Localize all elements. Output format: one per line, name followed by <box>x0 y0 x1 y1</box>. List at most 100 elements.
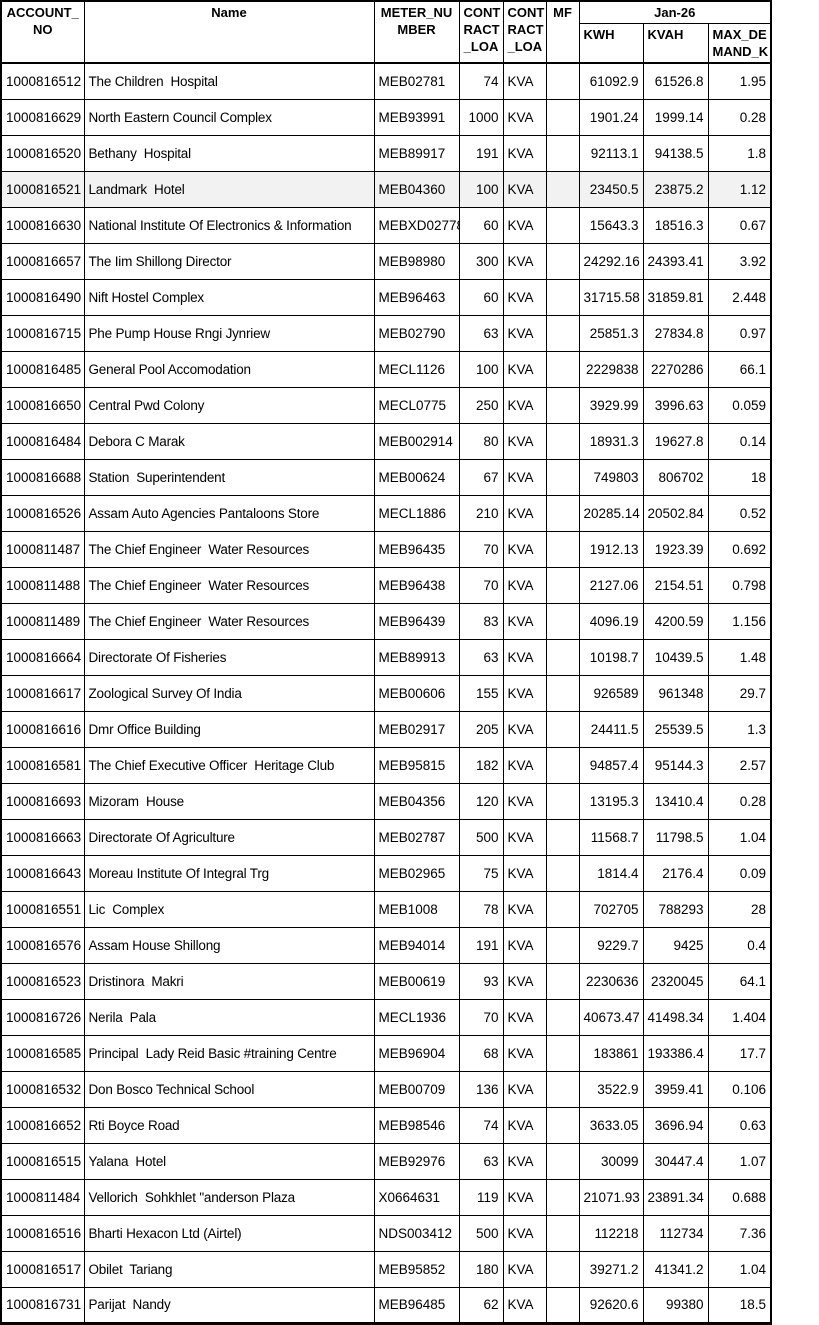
cell-contract-load-unit: KVA <box>502 710 547 748</box>
table-row: 1000816663 Directorate Of Agriculture ME… <box>0 818 772 856</box>
cell-contract-load: 74 <box>458 1106 504 1144</box>
table-row: 1000811489 The Chief Engineer Water Reso… <box>0 602 772 640</box>
cell-contract-load-unit: KVA <box>502 1142 547 1180</box>
cell-account-no: 1000816652 <box>0 1106 85 1144</box>
cell-max-demand: 2.57 <box>707 746 772 784</box>
cell-contract-load: 60 <box>458 206 504 244</box>
cell-name: The Children Hospital <box>83 62 375 100</box>
cell-name: Bharti Hexacon Ltd (Airtel) <box>83 1214 375 1252</box>
cell-mf <box>545 710 580 748</box>
cell-contract-load: 68 <box>458 1034 504 1072</box>
col-header-contract-load-2: CONT RACT _LOA <box>502 0 547 64</box>
cell-max-demand: 0.688 <box>707 1178 772 1216</box>
cell-contract-load: 1000 <box>458 98 504 136</box>
cell-max-demand: 0.52 <box>707 494 772 532</box>
cell-max-demand: 1.95 <box>707 62 772 100</box>
cell-name: Station Superintendent <box>83 458 375 496</box>
cell-kwh: 20285.14 <box>578 494 644 532</box>
table-row: 1000816490 Nift Hostel Complex MEB96463 … <box>0 278 772 316</box>
cell-name: Landmark Hotel <box>83 170 375 208</box>
cell-account-no: 1000816731 <box>0 1286 85 1324</box>
cell-max-demand: 0.63 <box>707 1106 772 1144</box>
cell-kwh: 1814.4 <box>578 854 644 892</box>
table-row: 1000816617 Zoological Survey Of India ME… <box>0 674 772 712</box>
table-row: 1000811487 The Chief Engineer Water Reso… <box>0 530 772 568</box>
cell-account-no: 1000816551 <box>0 890 85 928</box>
cell-meter-number: MEB96485 <box>373 1286 460 1324</box>
cell-mf <box>545 494 580 532</box>
cell-meter-number: MEB96435 <box>373 530 460 568</box>
cell-kvah: 94138.5 <box>642 134 709 172</box>
cell-contract-load-unit: KVA <box>502 314 547 352</box>
cell-kwh: 30099 <box>578 1142 644 1180</box>
cell-contract-load-unit: KVA <box>502 998 547 1036</box>
cell-name: North Eastern Council Complex <box>83 98 375 136</box>
cell-kvah: 4200.59 <box>642 602 709 640</box>
cell-contract-load: 100 <box>458 170 504 208</box>
cell-kwh: 2127.06 <box>578 566 644 604</box>
cell-kvah: 3959.41 <box>642 1070 709 1108</box>
cell-kwh: 13195.3 <box>578 782 644 820</box>
cell-meter-number: MEB89917 <box>373 134 460 172</box>
cell-account-no: 1000816616 <box>0 710 85 748</box>
cell-meter-number: MEB96463 <box>373 278 460 316</box>
table-row: 1000816657 The Iim Shillong Director MEB… <box>0 242 772 280</box>
cell-kwh: 3522.9 <box>578 1070 644 1108</box>
cell-meter-number: MEB02917 <box>373 710 460 748</box>
cell-kwh: 25851.3 <box>578 314 644 352</box>
cell-mf <box>545 206 580 244</box>
cell-contract-load-unit: KVA <box>502 530 547 568</box>
cell-max-demand: 29.7 <box>707 674 772 712</box>
cell-account-no: 1000816657 <box>0 242 85 280</box>
cell-mf <box>545 854 580 892</box>
cell-mf <box>545 746 580 784</box>
cell-account-no: 1000816663 <box>0 818 85 856</box>
col-header-contract-load-1: CONT RACT _LOA <box>458 0 504 64</box>
cell-contract-load-unit: KVA <box>502 782 547 820</box>
cell-kwh: 3929.99 <box>578 386 644 424</box>
cell-contract-load: 80 <box>458 422 504 460</box>
cell-max-demand: 0.798 <box>707 566 772 604</box>
cell-kwh: 749803 <box>578 458 644 496</box>
cell-max-demand: 0.14 <box>707 422 772 460</box>
cell-account-no: 1000816726 <box>0 998 85 1036</box>
cell-meter-number: MEB00709 <box>373 1070 460 1108</box>
cell-max-demand: 0.28 <box>707 98 772 136</box>
cell-max-demand: 1.3 <box>707 710 772 748</box>
table-row: 1000816551 Lic Complex MEB1008 78 KVA 70… <box>0 890 772 928</box>
cell-kwh: 24292.16 <box>578 242 644 280</box>
cell-meter-number: MEB1008 <box>373 890 460 928</box>
cell-max-demand: 1.04 <box>707 818 772 856</box>
cell-contract-load-unit: KVA <box>502 350 547 388</box>
cell-kvah: 3996.63 <box>642 386 709 424</box>
cell-contract-load: 70 <box>458 530 504 568</box>
cell-contract-load: 62 <box>458 1286 504 1324</box>
cell-contract-load: 75 <box>458 854 504 892</box>
cell-kvah: 24393.41 <box>642 242 709 280</box>
cell-contract-load-unit: KVA <box>502 386 547 424</box>
cell-kvah: 788293 <box>642 890 709 928</box>
cell-kwh: 9229.7 <box>578 926 644 964</box>
cell-kwh: 31715.58 <box>578 278 644 316</box>
cell-meter-number: MEB92976 <box>373 1142 460 1180</box>
cell-account-no: 1000816693 <box>0 782 85 820</box>
cell-account-no: 1000816490 <box>0 278 85 316</box>
cell-kwh: 40673.47 <box>578 998 644 1036</box>
cell-max-demand: 0.4 <box>707 926 772 964</box>
cell-contract-load: 300 <box>458 242 504 280</box>
cell-mf <box>545 1286 580 1324</box>
cell-kvah: 19627.8 <box>642 422 709 460</box>
cell-name: The Chief Engineer Water Resources <box>83 602 375 640</box>
table-row: 1000816726 Nerila Pala MECL1936 70 KVA 4… <box>0 998 772 1036</box>
cell-contract-load-unit: KVA <box>502 98 547 136</box>
cell-account-no: 1000816617 <box>0 674 85 712</box>
col-header-kwh: KWH <box>578 22 644 64</box>
cell-contract-load: 210 <box>458 494 504 532</box>
cell-account-no: 1000811488 <box>0 566 85 604</box>
cell-contract-load: 78 <box>458 890 504 928</box>
cell-kvah: 27834.8 <box>642 314 709 352</box>
cell-kwh: 1912.13 <box>578 530 644 568</box>
cell-max-demand: 1.8 <box>707 134 772 172</box>
cell-meter-number: MEB96439 <box>373 602 460 640</box>
cell-kvah: 30447.4 <box>642 1142 709 1180</box>
